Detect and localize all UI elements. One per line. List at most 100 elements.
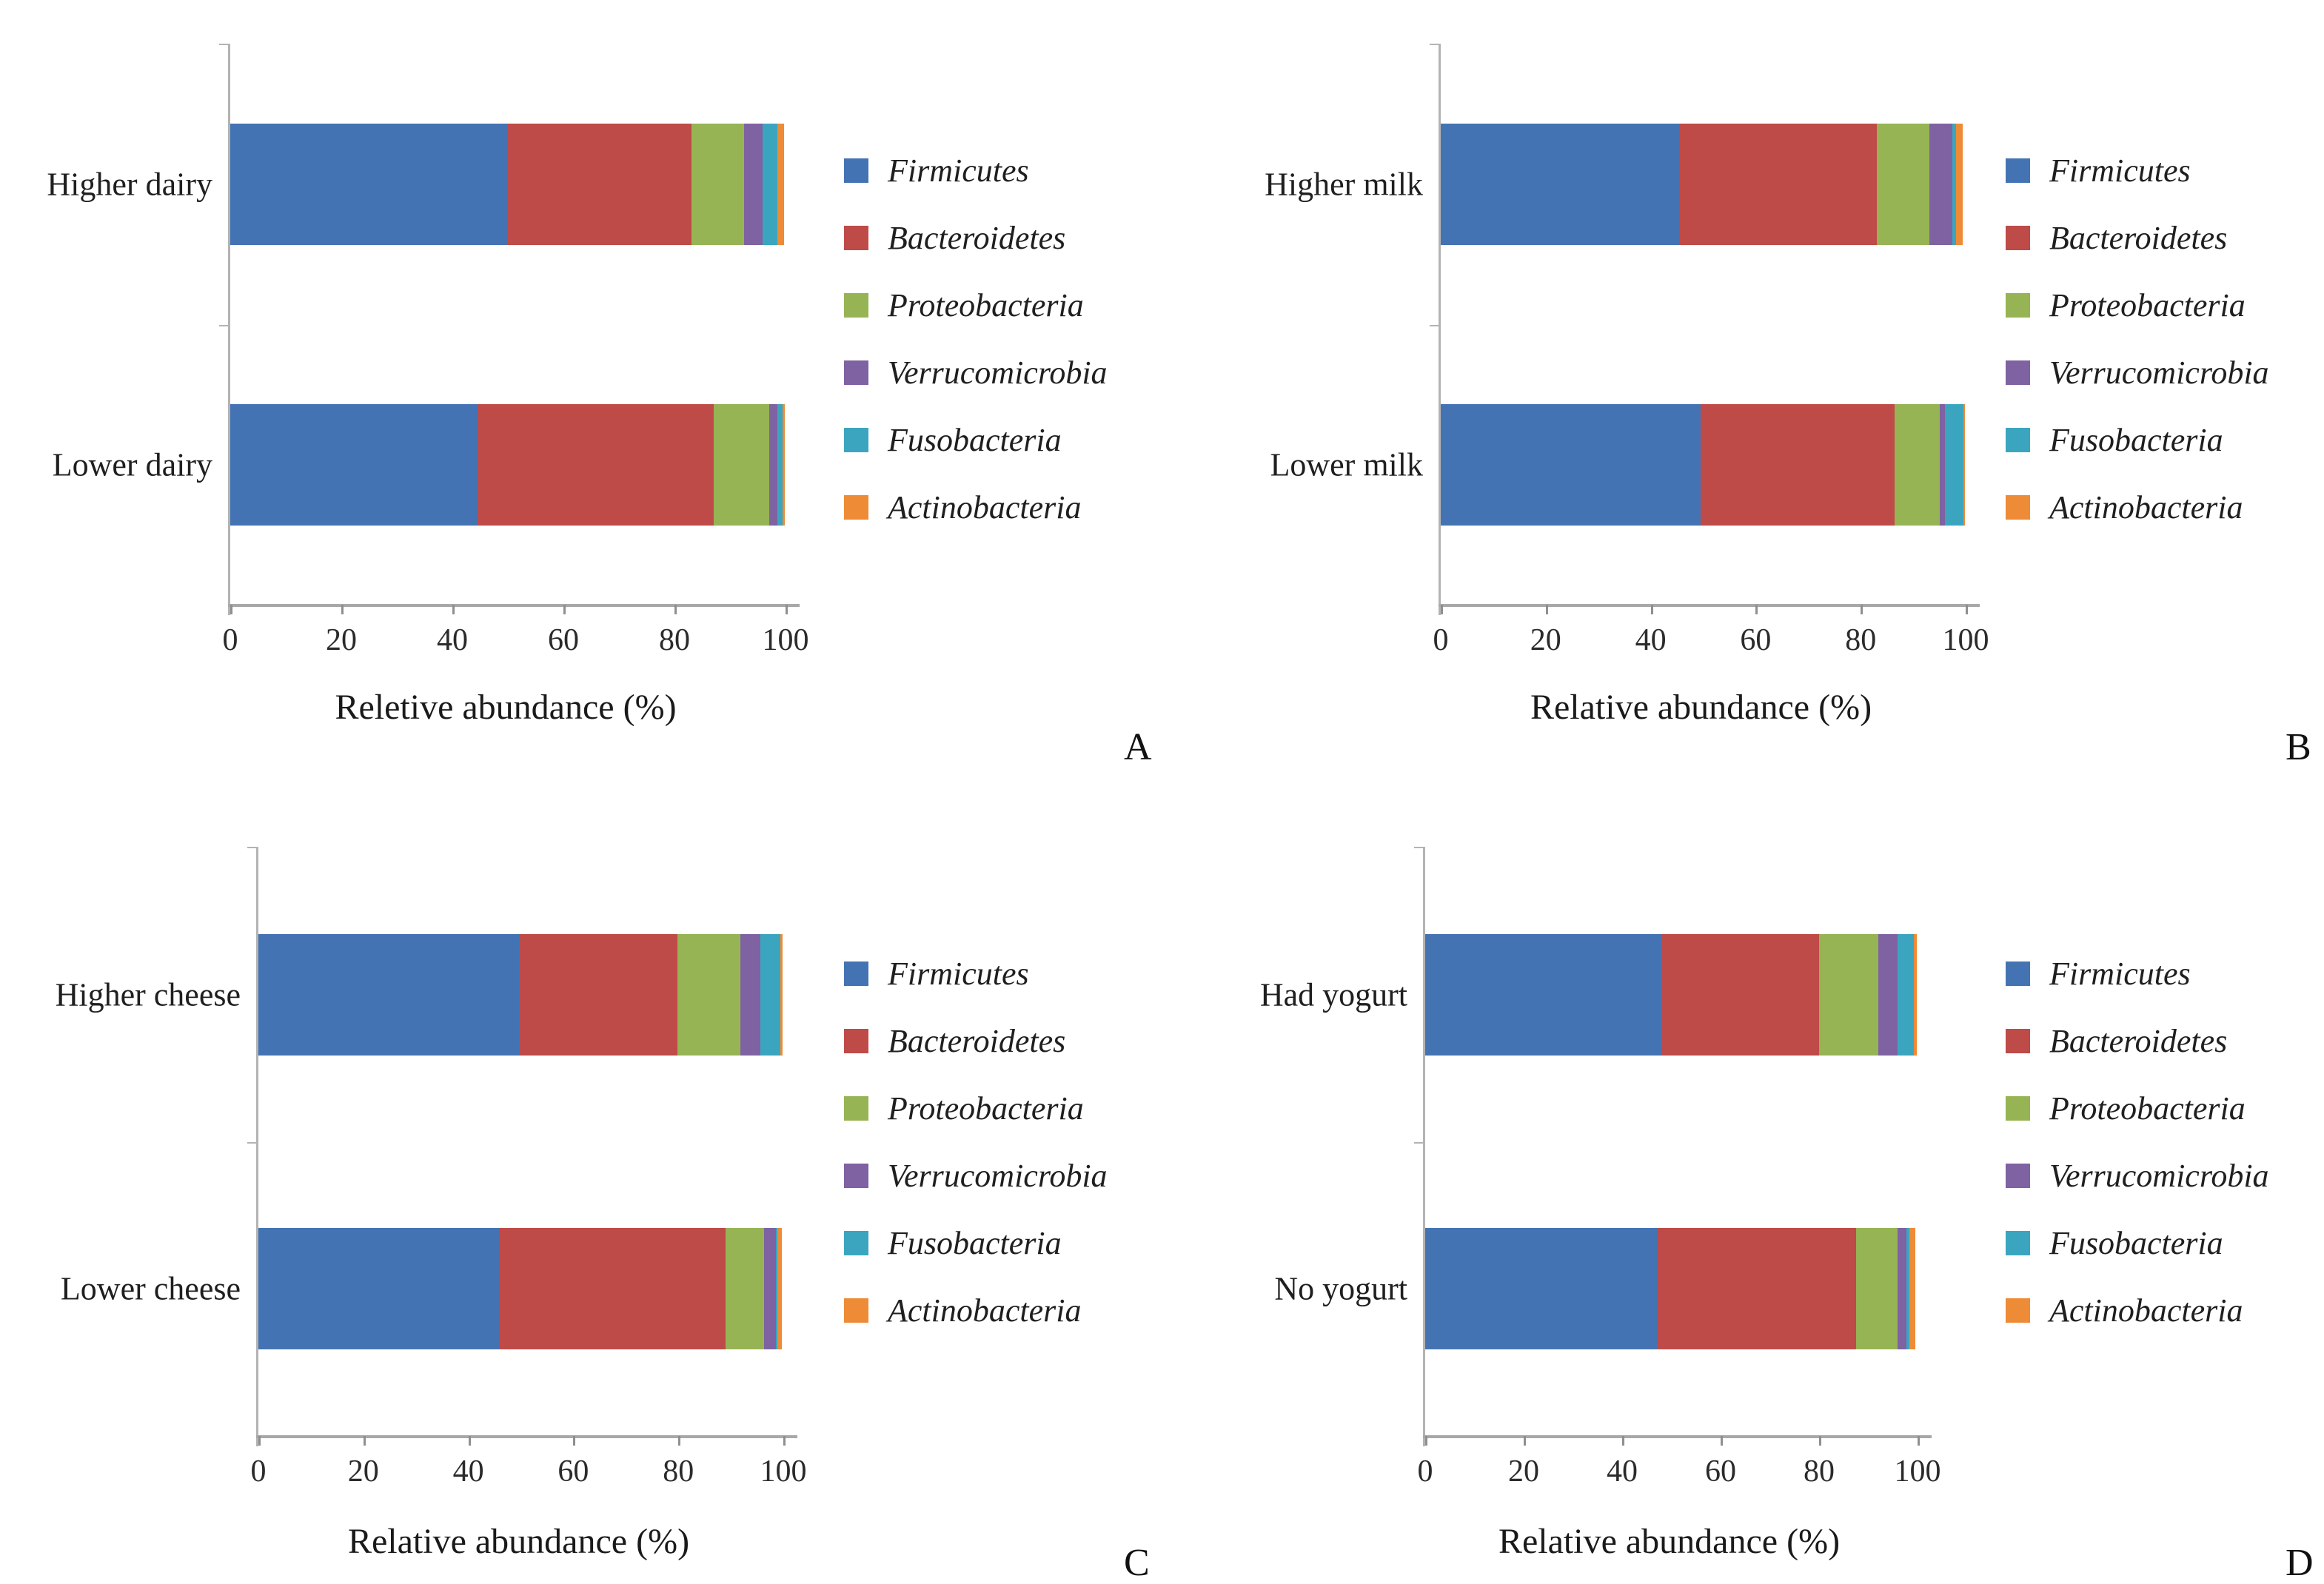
y-axis-tick [1430,324,1441,326]
bar-segment-fusobacteria [776,1228,778,1350]
x-axis-tick [1918,1436,1920,1446]
legend-label: Verrucomicrobia [888,1158,1108,1194]
bar-segment-firmicutes [230,403,478,526]
category-label: Had yogurt [1259,976,1407,1013]
bar-segment-fusobacteria [760,933,781,1056]
stacked-bar [230,403,786,526]
x-axis-tick-label: 40 [452,1454,484,1489]
legend-label: Verrucomicrobia [2049,355,2269,391]
x-axis-line [1439,604,1980,607]
x-axis-tick-label: 60 [1740,623,1772,657]
legend-swatch-bacteroidetes [2006,1029,2030,1053]
legend-swatch-bacteroidetes [844,1029,868,1053]
legend-label: Proteobacteria [2049,287,2246,323]
bar-segment-verrucomicrobia [769,403,777,526]
bar-segment-firmicutes [1441,124,1680,246]
bar-segment-actinobacteria [1913,933,1918,1056]
bar-row: Had yogurt [1260,848,1918,1142]
bar-segment-bacteroidetes [1657,1228,1856,1350]
x-axis-tick-label: 20 [1508,1454,1539,1489]
category-label: Lower cheese [60,1270,241,1307]
bar-row: Lower dairy [53,325,786,605]
legend-swatch-proteobacteria [844,1096,868,1121]
panel-C-cheese: Higher cheese Lower cheese 0 20 40 60 80 100 Re… [0,792,1162,1584]
bar-row: Lower cheese [61,1142,783,1437]
bar-segment-bacteroidetes [477,403,714,526]
legend-swatch-fusobacteria [844,1231,868,1255]
x-axis-tick-label: 80 [1845,623,1877,657]
x-axis-tick [1650,605,1653,614]
category-label: Higher dairy [47,166,212,203]
x-axis-tick [258,1436,261,1446]
legend-label: Actinobacteria [2049,489,2243,526]
x-axis-tick [1755,605,1758,614]
panel-letter: A [1124,726,1152,768]
bar-segment-verrucomicrobia [1939,403,1945,526]
legend-item: Fusobacteria [844,1224,1108,1262]
bar-segment-actinobacteria [1909,1228,1915,1350]
bar-segment-proteobacteria [1877,124,1930,246]
x-axis-tick [1861,605,1863,614]
x-axis-tick [1441,605,1443,614]
legend-label: Firmicutes [888,152,1029,189]
legend-label: Actinobacteria [888,1292,1082,1329]
bar-segment-fusobacteria [777,403,783,526]
x-axis-tick [1721,1436,1723,1446]
bar-segment-firmicutes [1425,933,1662,1056]
bar-segment-firmicutes [258,933,519,1056]
x-axis-tick [563,605,566,614]
bar-segment-bacteroidetes [1679,124,1878,246]
x-axis-tick-label: 0 [250,1454,267,1489]
legend-swatch-proteobacteria [2006,1096,2030,1121]
y-axis-tick [219,324,230,326]
bar-segment-proteobacteria [1855,1228,1898,1350]
legend-item: Proteobacteria [2006,286,2269,324]
bar-segment-proteobacteria [725,1228,764,1350]
legend-label: Bacteroidetes [2049,1023,2228,1059]
stacked-bar [258,933,783,1056]
legend-swatch-verrucomicrobia [2006,1164,2030,1188]
legend-swatch-verrucomicrobia [844,360,868,385]
y-axis-tick [219,44,230,45]
bar-segment-bacteroidetes [1661,933,1819,1056]
x-axis-tick-label: 100 [760,1454,807,1489]
x-axis-title: Relative abundance (%) [347,1522,690,1561]
legend-item: Actinobacteria [844,1292,1108,1329]
bar-segment-verrucomicrobia [1898,1228,1907,1350]
legend-label: Firmicutes [2049,152,2191,189]
legend-label: Actinobacteria [888,489,1082,526]
legend-label: Proteobacteria [2049,1090,2246,1127]
legend-item: Fusobacteria [2006,421,2269,459]
bar-segment-bacteroidetes [500,1228,726,1350]
legend-swatch-actinobacteria [2006,1298,2030,1323]
panel-letter: C [1124,1542,1150,1584]
legend-label: Actinobacteria [2049,1292,2243,1329]
bar-row: Lower milk [1270,325,1966,605]
stacked-bar [258,1228,783,1350]
x-axis-tick-label: 100 [1894,1454,1941,1489]
legend-item: Fusobacteria [2006,1224,2269,1262]
legend-item: Verrucomicrobia [844,354,1108,392]
bar-segment-proteobacteria [714,403,770,526]
stacked-bar [1441,124,1966,246]
legend-item: Firmicutes [844,955,1108,993]
legend-swatch-actinobacteria [844,1298,868,1323]
y-axis-stub [228,605,230,615]
stacked-bar [1425,1228,1918,1350]
x-axis-tick-label: 40 [1635,623,1667,657]
bar-segment-fusobacteria [1944,403,1964,526]
stacked-bar [1425,933,1918,1056]
x-axis-line [1423,1435,1932,1438]
bar-segment-fusobacteria [1906,1228,1909,1350]
x-axis-tick-label: 20 [347,1454,379,1489]
legend-item: Bacteroidetes [2006,219,2269,257]
bar-segment-actinobacteria [780,933,783,1056]
x-axis-tick-label: 100 [762,623,809,657]
legend-item: Firmicutes [2006,152,2269,189]
y-axis-tick [247,847,258,848]
bar-segment-firmicutes [230,124,508,246]
legend-label: Fusobacteria [888,422,1062,458]
panel-A-dairy: Higher dairy Lower dairy 0 20 40 60 80 100 Rele… [0,0,1162,792]
panel-B-milk: Higher milk Lower milk 0 20 40 60 80 100 Relati… [1162,0,2324,792]
